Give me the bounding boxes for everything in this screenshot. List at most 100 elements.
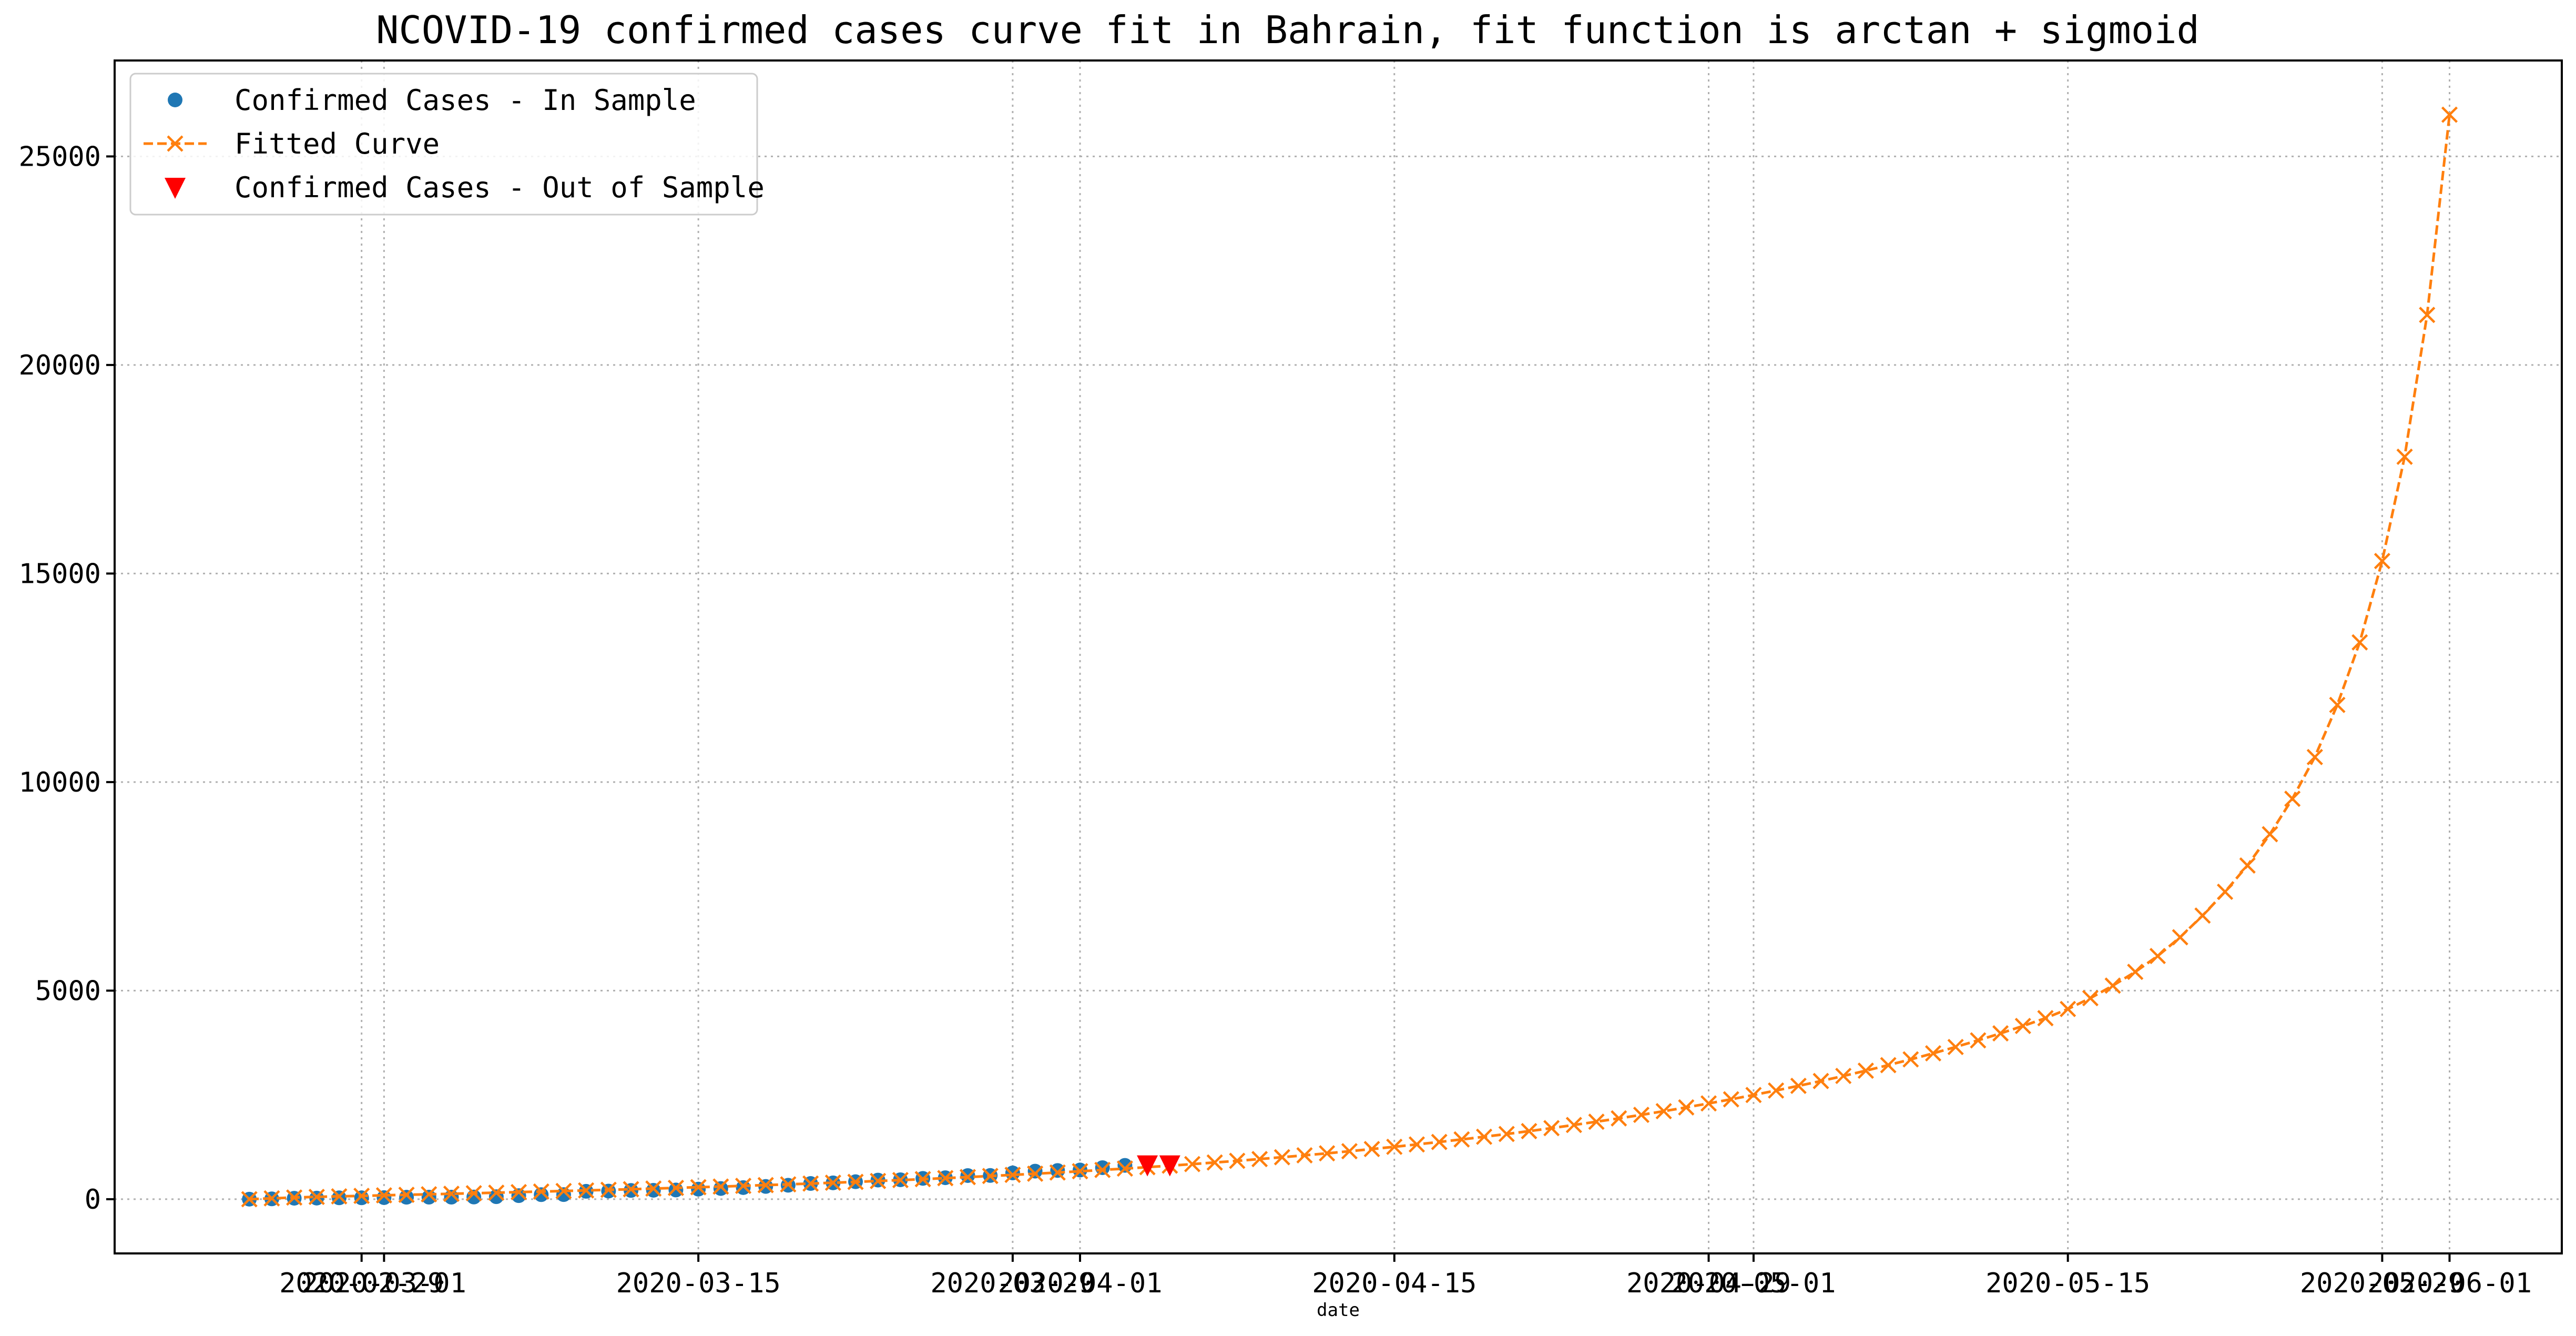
in-sample-point xyxy=(1117,1158,1133,1173)
fitted-curve-marker xyxy=(892,1171,909,1189)
in-sample-point xyxy=(1005,1165,1020,1180)
fitted-curve-marker xyxy=(600,1181,617,1198)
fitted-curve-marker xyxy=(2194,907,2211,924)
y-tick-label: 15000 xyxy=(18,558,101,590)
fitted-curve-marker xyxy=(959,1169,976,1186)
fitted-curve-marker xyxy=(1543,1120,1560,1137)
fitted-curve-marker xyxy=(578,1182,595,1199)
fitted-curve-marker xyxy=(308,1188,325,1206)
fitted-curve-marker xyxy=(735,1177,752,1195)
fitted-curve-marker xyxy=(2351,634,2368,651)
fitted-curve-marker xyxy=(1498,1126,1515,1142)
fitted-curve-marker xyxy=(331,1188,348,1205)
fitted-curve-marker xyxy=(2127,964,2144,980)
x-tick-label: 2020-02-29 xyxy=(279,1268,444,1299)
fitted-curve-marker xyxy=(1049,1164,1066,1181)
fitted-curve-marker xyxy=(1970,1032,1987,1049)
in-sample-point xyxy=(354,1190,369,1206)
chart-title: NCOVID-19 confirmed cases curve fit in B… xyxy=(376,8,2200,52)
fitted-curve-marker xyxy=(1947,1038,1964,1056)
fitted-curve-marker xyxy=(1296,1147,1313,1164)
fitted-curve-marker xyxy=(2239,857,2256,874)
fitted-curve-marker xyxy=(780,1176,797,1193)
fitted-curve-marker xyxy=(398,1186,415,1203)
fitted-curve-marker xyxy=(263,1190,280,1207)
fitted-curve-marker xyxy=(1655,1102,1672,1120)
in-sample-point xyxy=(713,1181,728,1196)
fitted-curve-marker xyxy=(2306,748,2323,765)
fitted-curve-marker xyxy=(712,1178,729,1195)
x-axis-label: date xyxy=(1317,1300,1360,1321)
fitted-curve-marker xyxy=(1835,1067,1852,1085)
legend-label: Fitted Curve xyxy=(235,127,440,160)
x-tick-label: 2020-03-01 xyxy=(302,1268,466,1299)
y-tick-label: 0 xyxy=(85,1184,101,1216)
x-tick-label: 2020-05-15 xyxy=(1986,1268,2150,1299)
fitted-curve-marker xyxy=(2082,990,2099,1007)
in-sample-point xyxy=(399,1190,414,1205)
y-axis-ticks: 0 5000 10000 15000 20000 25000 xyxy=(18,141,115,1216)
legend-marker xyxy=(168,93,182,107)
series-1 xyxy=(241,106,2458,1208)
fitted-curve-marker xyxy=(847,1173,864,1190)
x-tick-label: 2020-05-01 xyxy=(1671,1268,1836,1299)
legend-marker xyxy=(165,178,186,199)
fitted-curve-marker xyxy=(2037,1010,2054,1027)
x-tick-label: 2020-06-01 xyxy=(2367,1268,2532,1299)
fitted-curve-marker xyxy=(555,1182,572,1199)
fitted-curve-marker xyxy=(2284,791,2301,807)
fitted-curve-marker xyxy=(2014,1017,2031,1035)
fitted-curve-marker xyxy=(488,1184,505,1201)
fitted-curve-marker xyxy=(1880,1057,1897,1074)
fitted-curve-marker xyxy=(443,1186,460,1202)
series-layer xyxy=(241,106,2458,1208)
in-sample-point xyxy=(1027,1163,1043,1179)
x-tick-label: 2020-03-29 xyxy=(930,1268,1095,1299)
fitted-curve-marker xyxy=(1588,1114,1605,1130)
x-tick-label: 2020-05-29 xyxy=(2300,1268,2465,1299)
fitted-curve-marker xyxy=(667,1179,685,1197)
fitted-curve-marker xyxy=(2396,448,2413,465)
in-sample-point xyxy=(444,1190,459,1205)
y-tick-label: 25000 xyxy=(18,141,101,173)
fitted-curve-marker xyxy=(2104,977,2121,994)
fitted-curve-marker xyxy=(982,1168,999,1185)
fitted-curve-marker xyxy=(1902,1051,1919,1068)
fitted-curve-marker xyxy=(1857,1062,1874,1079)
in-sample-point xyxy=(534,1187,549,1202)
fitted-curve-marker xyxy=(690,1179,707,1196)
fitted-curve-marker xyxy=(1700,1095,1717,1112)
legend: Confirmed Cases - In Sample Fitted Curve C… xyxy=(129,73,765,216)
fitted-curve-marker xyxy=(1206,1154,1223,1171)
fitted-curve-marker xyxy=(1229,1152,1246,1169)
fitted-curve-marker xyxy=(1251,1151,1268,1168)
y-tick-label: 10000 xyxy=(18,767,101,798)
fitted-curve-marker xyxy=(1431,1133,1448,1150)
fitted-curve-marker xyxy=(510,1183,527,1201)
fitted-curve-marker xyxy=(802,1175,819,1192)
in-sample-point xyxy=(1050,1163,1065,1178)
fitted-curve-marker xyxy=(824,1174,841,1191)
y-tick-label: 5000 xyxy=(35,975,101,1007)
legend-marker xyxy=(167,135,184,152)
fitted-curve-marker xyxy=(2216,883,2234,900)
fitted-curve-marker xyxy=(1565,1117,1582,1133)
legend-box xyxy=(129,73,758,216)
x-tick-label: 2020-04-15 xyxy=(1312,1268,1477,1299)
fitted-curve-marker xyxy=(1475,1128,1493,1145)
fitted-curve-marker xyxy=(2374,553,2391,570)
fitted-curve-marker xyxy=(1768,1082,1785,1099)
fitted-curve-marker xyxy=(1004,1167,1021,1183)
out-of-sample-point xyxy=(1137,1155,1158,1177)
y-tick-label: 20000 xyxy=(18,350,101,381)
fitted-curve-marker xyxy=(1521,1122,1538,1140)
fitted-curve-marker xyxy=(1184,1156,1201,1172)
in-sample-point xyxy=(668,1182,684,1198)
fitted-curve-marker xyxy=(2149,947,2166,965)
fitted-curve-marker xyxy=(645,1180,662,1197)
fitted-curve-line xyxy=(249,114,2451,1201)
in-sample-point xyxy=(646,1182,661,1198)
fitted-curve-marker xyxy=(1678,1099,1695,1116)
